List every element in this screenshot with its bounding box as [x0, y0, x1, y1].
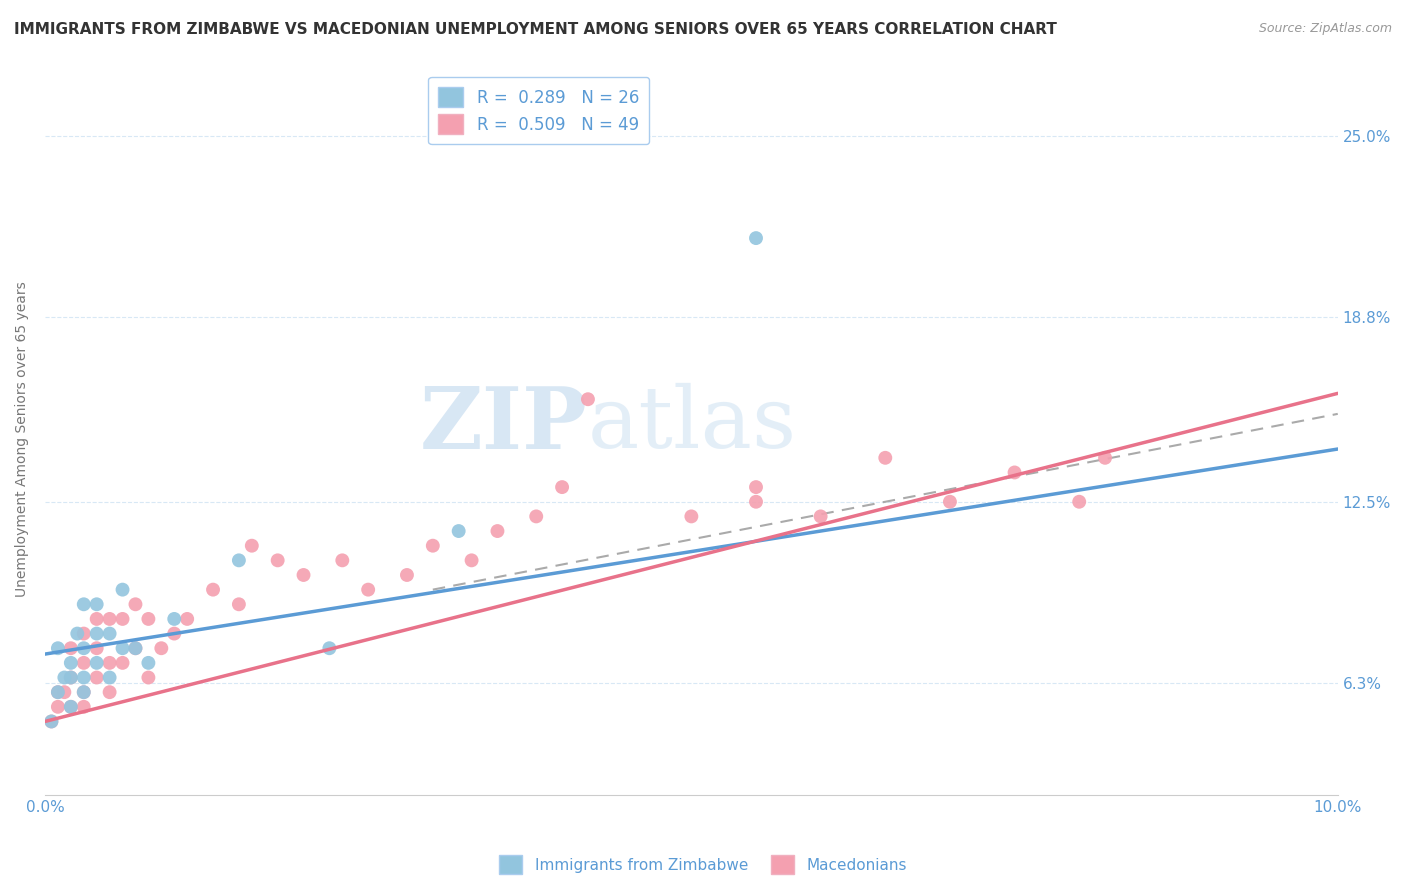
Point [524, 509, 547, 524]
Point [124, 641, 146, 656]
Point [422, 539, 444, 553]
Point [138, 612, 160, 626]
Text: Source: ZipAtlas.com: Source: ZipAtlas.com [1258, 22, 1392, 36]
Point [228, 597, 250, 611]
Point [86, 626, 108, 640]
Point [150, 641, 173, 656]
Point [46, 641, 69, 656]
Point [292, 568, 315, 582]
Point [59, 699, 82, 714]
Point [939, 495, 962, 509]
Point [138, 656, 160, 670]
Point [1094, 450, 1116, 465]
Point [73, 671, 96, 685]
Point [745, 480, 768, 494]
Point [745, 231, 768, 245]
Point [202, 582, 225, 597]
Point [111, 612, 134, 626]
Point [73, 699, 96, 714]
Point [59, 641, 82, 656]
Text: atlas: atlas [588, 383, 797, 467]
Point [86, 597, 108, 611]
Point [98, 671, 121, 685]
Point [73, 626, 96, 640]
Point [53, 685, 76, 699]
Legend: Immigrants from Zimbabwe, Macedonians: Immigrants from Zimbabwe, Macedonians [494, 849, 912, 880]
Point [266, 553, 288, 567]
Point [318, 641, 340, 656]
Point [86, 656, 108, 670]
Point [73, 641, 96, 656]
Point [86, 641, 108, 656]
Point [875, 450, 897, 465]
Point [59, 699, 82, 714]
Point [176, 612, 198, 626]
Point [46, 699, 69, 714]
Point [551, 480, 574, 494]
Point [395, 568, 418, 582]
Point [98, 626, 121, 640]
Point [73, 685, 96, 699]
Point [576, 392, 599, 407]
Point [98, 656, 121, 670]
Point [357, 582, 380, 597]
Point [86, 612, 108, 626]
Point [41, 714, 63, 729]
Point [745, 495, 768, 509]
Point [138, 671, 160, 685]
Point [111, 582, 134, 597]
Point [46, 685, 69, 699]
Point [73, 656, 96, 670]
Legend: R =  0.289   N = 26, R =  0.509   N = 49: R = 0.289 N = 26, R = 0.509 N = 49 [429, 77, 650, 145]
Point [98, 612, 121, 626]
Point [111, 656, 134, 670]
Text: IMMIGRANTS FROM ZIMBABWE VS MACEDONIAN UNEMPLOYMENT AMONG SENIORS OVER 65 YEARS : IMMIGRANTS FROM ZIMBABWE VS MACEDONIAN U… [14, 22, 1057, 37]
Point [98, 685, 121, 699]
Point [240, 539, 263, 553]
Point [59, 671, 82, 685]
Point [447, 524, 470, 538]
Point [124, 641, 146, 656]
Point [86, 671, 108, 685]
Point [1004, 466, 1026, 480]
Point [486, 524, 509, 538]
Point [73, 597, 96, 611]
Point [111, 641, 134, 656]
Point [59, 671, 82, 685]
Point [330, 553, 353, 567]
Point [73, 685, 96, 699]
Point [460, 553, 482, 567]
Point [810, 509, 832, 524]
Point [46, 685, 69, 699]
Point [59, 656, 82, 670]
Text: ZIP: ZIP [420, 383, 588, 467]
Point [53, 671, 76, 685]
Point [41, 714, 63, 729]
Point [66, 626, 89, 640]
Point [163, 626, 186, 640]
Point [124, 597, 146, 611]
Y-axis label: Unemployment Among Seniors over 65 years: Unemployment Among Seniors over 65 years [15, 281, 30, 597]
Point [1069, 495, 1091, 509]
Point [163, 612, 186, 626]
Point [681, 509, 703, 524]
Point [228, 553, 250, 567]
